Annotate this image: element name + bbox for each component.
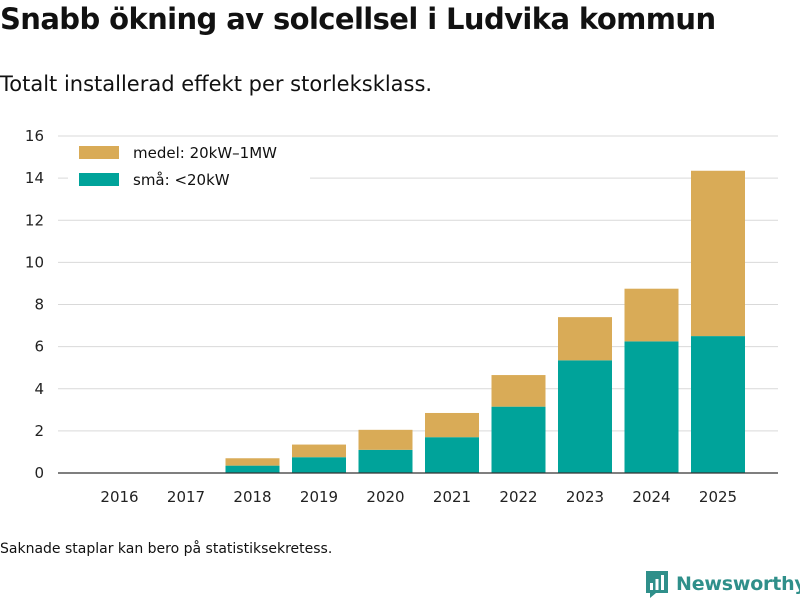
bar-segment[interactable] <box>358 429 413 450</box>
x-tick-label: 2018 <box>233 488 271 506</box>
y-tick-label: 4 <box>34 380 44 398</box>
x-tick-label: 2016 <box>100 488 138 506</box>
bars <box>225 170 745 473</box>
y-tick-label: 16 <box>25 127 44 145</box>
bar-segment[interactable] <box>491 406 546 473</box>
x-tick-label: 2020 <box>366 488 404 506</box>
newsworthy-logo-icon <box>646 571 668 598</box>
legend-label: små: <20kW <box>133 171 230 189</box>
bar-segment[interactable] <box>225 458 280 466</box>
bar-segment[interactable] <box>624 288 679 342</box>
x-tick-label: 2021 <box>433 488 471 506</box>
bar-segment[interactable] <box>691 336 745 473</box>
bar-segment[interactable] <box>558 360 612 473</box>
y-tick-label: 0 <box>34 464 44 482</box>
chart-title: Snabb ökning av solcellsel i Ludvika kom… <box>0 2 716 36</box>
y-tick-label: 14 <box>25 169 44 187</box>
legend-swatch <box>79 146 119 159</box>
bar-segment[interactable] <box>691 170 745 337</box>
legend-label: medel: 20kW–1MW <box>133 144 277 162</box>
x-tick-label: 2022 <box>499 488 537 506</box>
bar-segment[interactable] <box>624 341 679 473</box>
y-tick-label: 8 <box>34 296 44 314</box>
bar-segment[interactable] <box>558 317 612 361</box>
axes: 0 2 4 6 8 10 12 14 16 2016 2017 2018 2019 2020 2021 202… <box>25 127 778 506</box>
y-tick-label: 6 <box>34 338 44 356</box>
brand-logo[interactable]: Newsworthy <box>644 568 800 600</box>
x-tick-label: 2023 <box>566 488 604 506</box>
bar-segment[interactable] <box>292 444 346 458</box>
bar-segment[interactable] <box>358 449 413 473</box>
chart-subtitle: Totalt installerad effekt per storlekskl… <box>0 72 433 96</box>
x-tick-label: 2024 <box>632 488 670 506</box>
x-tick-label: 2017 <box>167 488 205 506</box>
bar-segment[interactable] <box>425 437 479 473</box>
x-tick-label: 2019 <box>300 488 338 506</box>
bar-segment[interactable] <box>225 465 280 473</box>
legend-swatch <box>79 173 119 186</box>
y-tick-label: 10 <box>25 253 44 271</box>
footnote: Saknade staplar kan bero på statistiksek… <box>0 541 333 557</box>
bar-segment[interactable] <box>292 457 346 473</box>
y-tick-label: 2 <box>34 422 44 440</box>
y-tick-label: 12 <box>25 211 44 229</box>
legend: medel: 20kW–1MW små: <20kW <box>68 140 310 202</box>
brand-name: Newsworthy <box>676 573 800 595</box>
bar-segment[interactable] <box>425 412 479 438</box>
bar-segment[interactable] <box>491 375 546 407</box>
x-tick-label: 2025 <box>699 488 737 506</box>
